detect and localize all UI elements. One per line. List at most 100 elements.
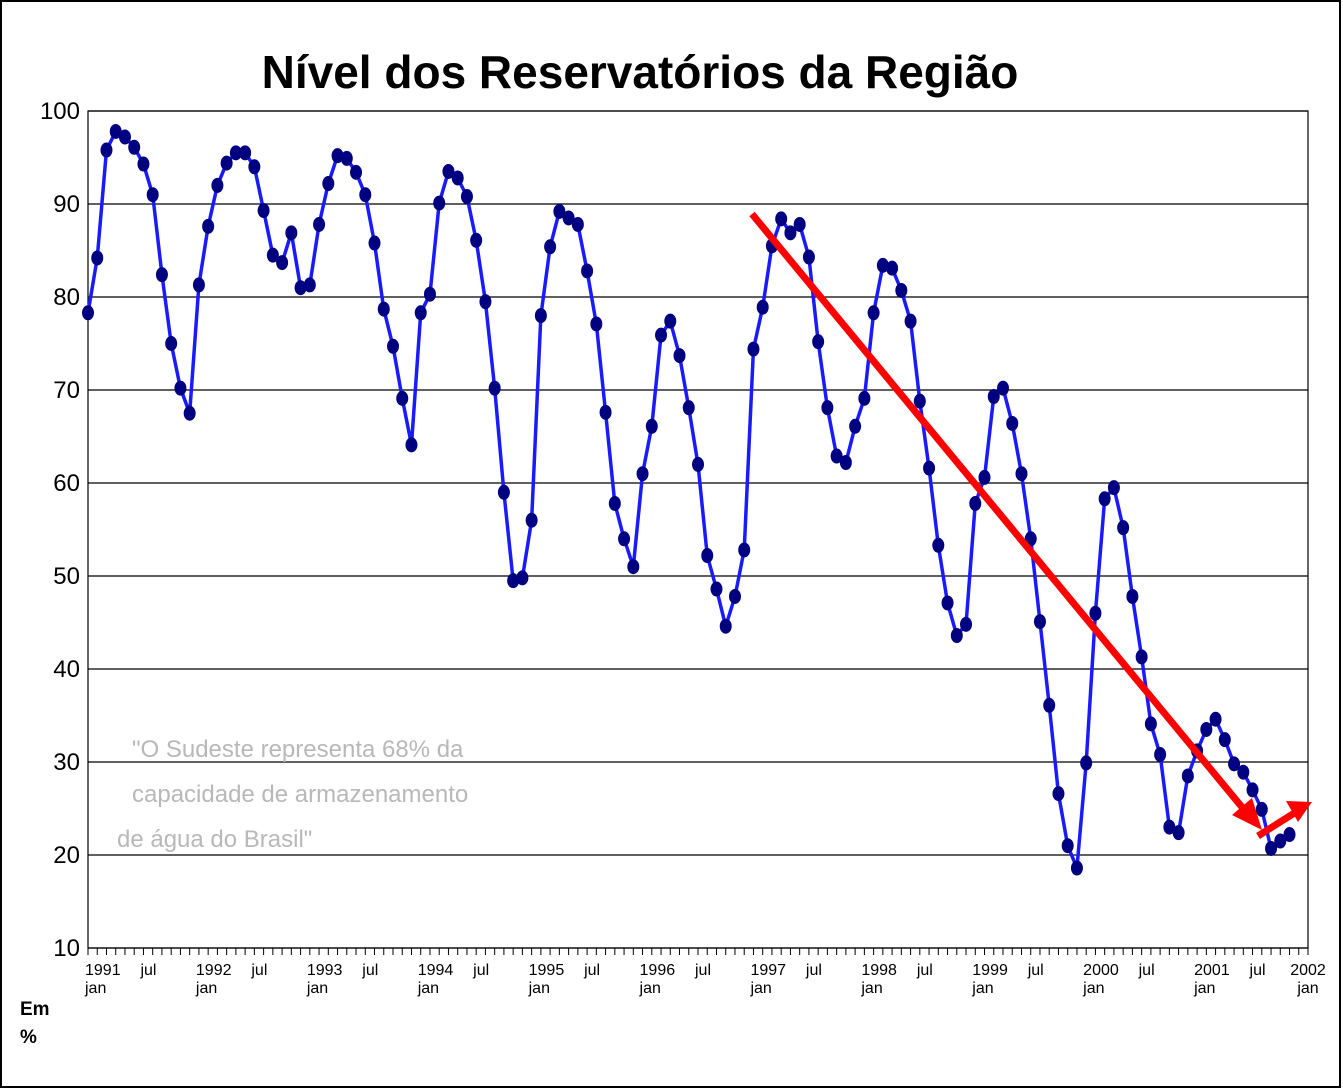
x-tick-label: 2002 jan [1290, 962, 1326, 997]
point [1107, 480, 1120, 496]
y-tick-label: 70 [53, 377, 80, 404]
point [525, 512, 538, 528]
point [1237, 764, 1250, 780]
trend-arrows [749, 211, 1312, 839]
x-tick-label: 1995 jan [528, 962, 565, 997]
point [1154, 747, 1167, 763]
point [664, 313, 677, 329]
point [969, 495, 982, 511]
point [886, 260, 899, 276]
point [1283, 827, 1296, 843]
point [285, 225, 298, 241]
point [1135, 649, 1148, 665]
point [895, 282, 908, 298]
point [368, 235, 381, 251]
point [1172, 825, 1185, 841]
point [1218, 732, 1231, 748]
x-tick-label: jul [916, 962, 933, 979]
point [581, 263, 594, 279]
point [553, 203, 566, 219]
point [1043, 697, 1056, 713]
x-tick-label: jul [584, 962, 601, 979]
point [91, 250, 104, 266]
point [710, 581, 723, 597]
point [1006, 415, 1019, 431]
point [839, 455, 852, 471]
point [728, 588, 741, 604]
point [544, 239, 557, 255]
point [109, 123, 122, 139]
plot-border [87, 110, 1309, 949]
x-tick-label: jul [362, 962, 379, 979]
point [497, 484, 510, 500]
point [821, 400, 834, 416]
x-tick-label: 1994 jan [417, 962, 454, 997]
point [756, 299, 769, 315]
point [229, 145, 242, 161]
point [155, 267, 168, 283]
point [1061, 838, 1074, 854]
point [239, 145, 252, 161]
point [793, 216, 806, 232]
point [1181, 768, 1194, 784]
x-tick-label: 1998 jan [861, 962, 897, 997]
x-tick-label: 1996 jan [639, 962, 676, 997]
x-tick-label: 1997 jan [750, 962, 787, 997]
point [904, 313, 917, 329]
point [858, 390, 871, 406]
point [82, 305, 94, 321]
point [442, 163, 455, 179]
point [978, 469, 991, 485]
y-tick-label: 50 [53, 563, 80, 590]
y-tick-label: 30 [53, 749, 80, 776]
point [867, 305, 880, 321]
point [331, 148, 344, 164]
x-tick-label: jul [695, 962, 712, 979]
point [183, 405, 196, 421]
point [627, 559, 640, 575]
point [849, 418, 862, 434]
y-tick-label: 40 [53, 656, 80, 683]
point [470, 232, 483, 248]
point [784, 225, 797, 241]
x-tick-label: 1999 jan [972, 962, 1008, 997]
point [1126, 588, 1139, 604]
point [645, 418, 658, 434]
x-tick-label: 1993 jan [306, 962, 343, 997]
point [1246, 782, 1259, 798]
point [137, 156, 150, 172]
point [1089, 605, 1102, 621]
point [701, 548, 714, 564]
point [220, 155, 233, 171]
point [100, 142, 113, 158]
point [516, 570, 529, 586]
point [950, 628, 963, 644]
point [590, 316, 603, 332]
point [618, 531, 631, 547]
point [294, 280, 307, 296]
point [913, 393, 926, 409]
x-tick-label: 2000 jan [1083, 962, 1119, 997]
point [1052, 786, 1065, 802]
point [830, 448, 843, 464]
point [775, 211, 788, 227]
point [1228, 756, 1241, 772]
point [636, 466, 649, 482]
point [303, 277, 316, 293]
point [562, 210, 575, 226]
point [1144, 716, 1157, 732]
point [276, 255, 289, 271]
point [257, 203, 270, 219]
annotation: de água do Brasil" [117, 826, 312, 853]
x-tick-label: jul [251, 962, 268, 979]
point [396, 390, 409, 406]
point [534, 308, 547, 324]
point [599, 404, 612, 420]
point [118, 129, 131, 145]
y-tick-label: 90 [53, 191, 80, 218]
point [1200, 721, 1213, 737]
x-tick-label: 2001 jan [1194, 962, 1230, 997]
point [1015, 466, 1028, 482]
